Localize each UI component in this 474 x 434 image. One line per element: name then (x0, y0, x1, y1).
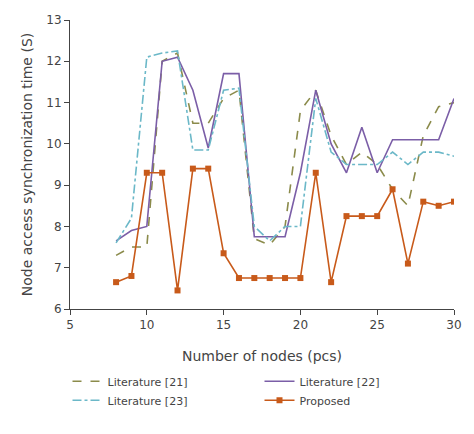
svg-text:Node access synchronization ti: Node access synchronization time (S) (19, 33, 35, 297)
svg-text:8: 8 (54, 220, 62, 234)
svg-text:Number of nodes (pcs): Number of nodes (pcs) (182, 348, 342, 364)
svg-text:13: 13 (46, 13, 61, 27)
svg-text:6: 6 (54, 302, 62, 316)
svg-text:Proposed: Proposed (300, 395, 351, 408)
svg-text:25: 25 (370, 318, 385, 332)
svg-text:5: 5 (66, 318, 74, 332)
svg-text:15: 15 (216, 318, 231, 332)
svg-text:11: 11 (46, 96, 61, 110)
svg-text:7: 7 (54, 261, 62, 275)
svg-text:Literature [21]: Literature [21] (108, 376, 188, 389)
svg-text:10: 10 (139, 318, 154, 332)
svg-text:20: 20 (293, 318, 308, 332)
svg-text:Literature [22]: Literature [22] (300, 376, 380, 389)
svg-text:Literature [23]: Literature [23] (108, 395, 188, 408)
svg-text:9: 9 (54, 178, 62, 192)
svg-text:12: 12 (46, 54, 61, 68)
svg-text:30: 30 (446, 318, 461, 332)
svg-text:10: 10 (46, 137, 61, 151)
